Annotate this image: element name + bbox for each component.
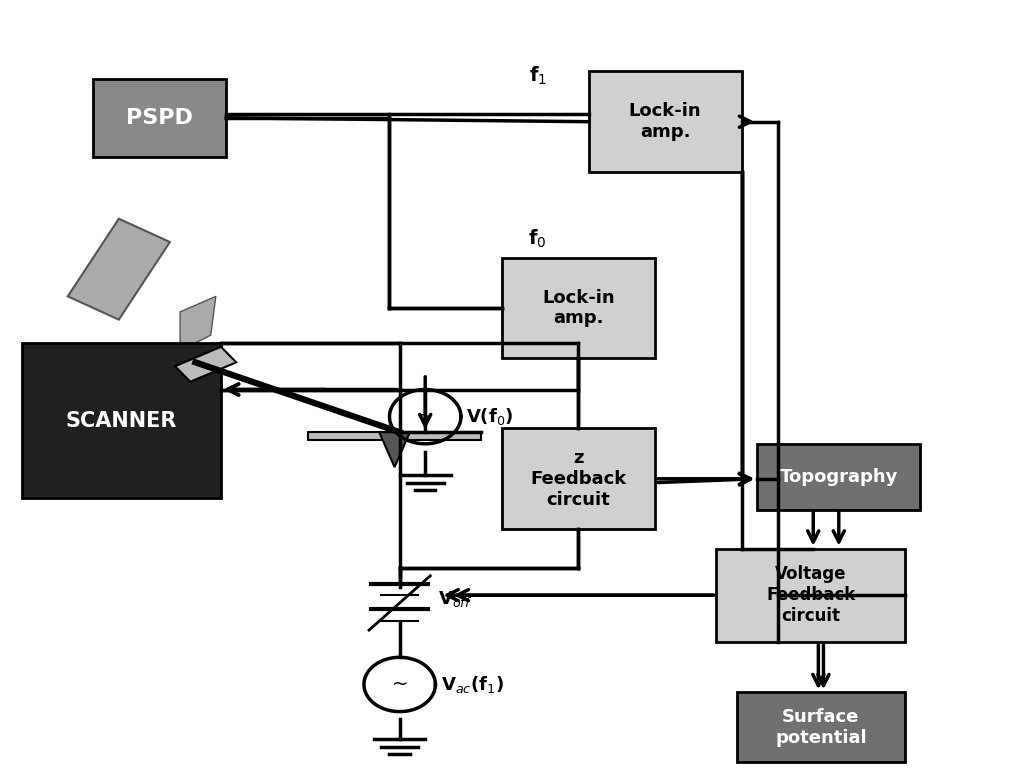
Text: f$_0$: f$_0$ — [528, 227, 547, 250]
Text: PSPD: PSPD — [126, 108, 194, 128]
FancyBboxPatch shape — [22, 343, 221, 499]
FancyBboxPatch shape — [502, 428, 655, 529]
FancyBboxPatch shape — [716, 548, 905, 642]
Text: f$_1$: f$_1$ — [528, 65, 547, 86]
Polygon shape — [180, 296, 216, 351]
Text: Lock-in
amp.: Lock-in amp. — [542, 288, 614, 327]
Text: ~: ~ — [417, 407, 433, 426]
Text: SCANNER: SCANNER — [66, 411, 177, 431]
Text: Surface
potential: Surface potential — [775, 708, 866, 746]
FancyBboxPatch shape — [736, 693, 905, 762]
Text: V$_{off}$: V$_{off}$ — [438, 589, 473, 609]
FancyBboxPatch shape — [502, 258, 655, 358]
Text: V$_{ac}$(f$_1$): V$_{ac}$(f$_1$) — [440, 674, 503, 695]
Polygon shape — [379, 432, 410, 467]
Text: Voltage
Feedback
circuit: Voltage Feedback circuit — [766, 566, 855, 625]
Text: Lock-in
amp.: Lock-in amp. — [629, 102, 701, 141]
Text: Topography: Topography — [779, 468, 898, 486]
FancyBboxPatch shape — [589, 71, 741, 172]
FancyBboxPatch shape — [757, 444, 921, 509]
Polygon shape — [308, 432, 481, 440]
Text: V(f$_0$): V(f$_0$) — [466, 406, 513, 427]
Polygon shape — [68, 219, 170, 319]
FancyBboxPatch shape — [93, 79, 226, 157]
Text: ~: ~ — [391, 675, 408, 694]
Text: z
Feedback
circuit: z Feedback circuit — [530, 449, 627, 509]
Polygon shape — [175, 347, 237, 382]
